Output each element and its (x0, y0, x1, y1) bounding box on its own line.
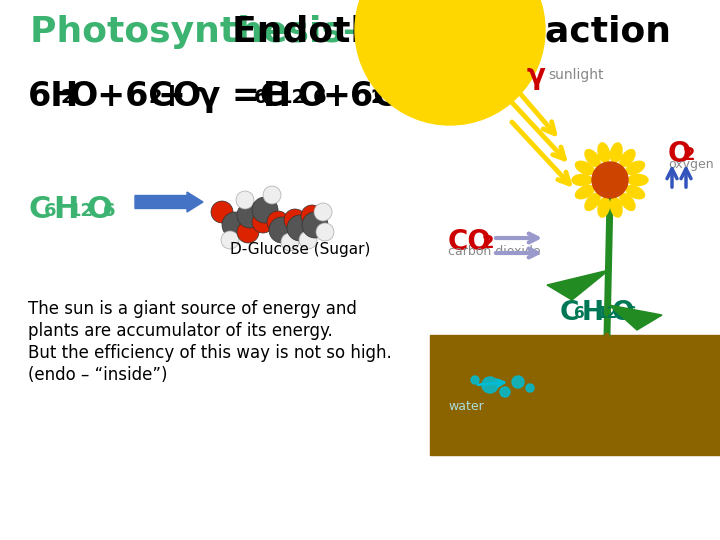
Ellipse shape (626, 161, 644, 174)
Circle shape (236, 191, 254, 209)
Polygon shape (547, 270, 609, 300)
Circle shape (355, 0, 545, 125)
Text: D-Glucose (Sugar): D-Glucose (Sugar) (230, 242, 370, 257)
Circle shape (301, 205, 323, 227)
Text: 6H: 6H (28, 80, 79, 113)
Text: + γ =C: + γ =C (158, 80, 284, 113)
Ellipse shape (575, 161, 594, 174)
Ellipse shape (598, 198, 610, 217)
Ellipse shape (572, 174, 592, 186)
Ellipse shape (620, 193, 635, 211)
Circle shape (263, 186, 281, 204)
Ellipse shape (598, 143, 610, 163)
Text: O: O (297, 80, 325, 113)
Circle shape (500, 387, 510, 397)
Text: 6: 6 (103, 202, 115, 220)
Text: Endothermic reaction: Endothermic reaction (232, 15, 671, 49)
Text: 12: 12 (279, 88, 306, 107)
Ellipse shape (626, 186, 644, 199)
Ellipse shape (575, 186, 594, 199)
Text: 12: 12 (69, 202, 94, 220)
Circle shape (222, 212, 248, 238)
Text: 2: 2 (683, 146, 696, 164)
Text: CO: CO (448, 228, 492, 256)
Circle shape (269, 217, 295, 243)
Text: γ: γ (527, 62, 546, 90)
Circle shape (299, 231, 317, 249)
Polygon shape (609, 305, 662, 330)
Circle shape (237, 202, 263, 228)
Text: Photosynthesis-: Photosynthesis- (30, 15, 371, 49)
Text: 2: 2 (370, 88, 384, 107)
Text: O+6CO: O+6CO (69, 80, 201, 113)
Circle shape (281, 233, 299, 251)
Text: (endo – “inside”): (endo – “inside”) (28, 366, 168, 384)
Circle shape (284, 209, 306, 231)
Text: But the efficiency of this way is not so high.: But the efficiency of this way is not so… (28, 344, 392, 362)
Text: carbon dioxide: carbon dioxide (448, 245, 541, 258)
Circle shape (287, 215, 313, 241)
Text: O: O (87, 195, 113, 224)
Text: 6: 6 (254, 88, 268, 107)
Circle shape (237, 221, 259, 243)
Circle shape (302, 212, 328, 238)
Circle shape (316, 223, 334, 241)
Text: 2: 2 (482, 234, 495, 252)
FancyArrow shape (135, 192, 203, 212)
Text: plants are accumulator of its energy.: plants are accumulator of its energy. (28, 322, 333, 340)
Circle shape (314, 203, 332, 221)
Text: 6: 6 (626, 306, 636, 321)
Ellipse shape (611, 198, 622, 217)
Text: The sun is a giant source of energy and: The sun is a giant source of energy and (28, 300, 357, 318)
Text: H: H (582, 300, 604, 326)
Text: H: H (263, 80, 291, 113)
Text: C: C (28, 195, 50, 224)
Ellipse shape (620, 150, 635, 167)
Text: 6: 6 (574, 306, 585, 321)
Text: H: H (53, 195, 78, 224)
Circle shape (471, 376, 479, 384)
Ellipse shape (611, 143, 622, 163)
Circle shape (221, 231, 239, 249)
Ellipse shape (628, 174, 648, 186)
Text: +6O: +6O (322, 80, 401, 113)
Text: water: water (448, 400, 484, 413)
Text: 6: 6 (44, 202, 56, 220)
Text: O: O (612, 300, 634, 326)
Text: sunlight: sunlight (548, 68, 603, 82)
Circle shape (252, 211, 274, 233)
Circle shape (252, 197, 278, 223)
Text: 2: 2 (60, 88, 73, 107)
Text: oxygen: oxygen (668, 158, 714, 171)
Circle shape (267, 211, 289, 233)
Text: 6: 6 (313, 88, 327, 107)
Text: 2: 2 (149, 88, 163, 107)
Bar (430, 335, 720, 455)
Circle shape (512, 376, 524, 388)
Ellipse shape (585, 150, 600, 167)
Circle shape (211, 201, 233, 223)
Text: O: O (668, 140, 691, 168)
Text: 12: 12 (596, 306, 617, 321)
Circle shape (526, 384, 534, 392)
Text: C: C (560, 300, 580, 326)
Ellipse shape (585, 193, 600, 211)
Circle shape (482, 377, 498, 393)
Circle shape (592, 162, 628, 198)
